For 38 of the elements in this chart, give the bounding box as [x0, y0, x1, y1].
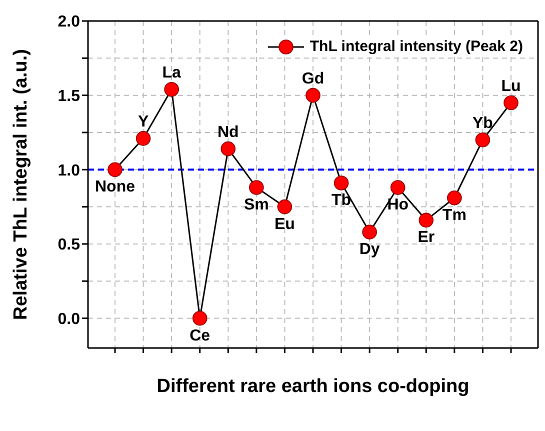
point [504, 95, 518, 110]
annotation: Eu [274, 216, 295, 233]
y-tick-label: 0.0 [58, 310, 80, 328]
annotation: Er [418, 229, 435, 246]
annotation: Lu [501, 78, 521, 95]
y-tick-label: 1.0 [58, 162, 80, 180]
annotation: Tb [332, 192, 352, 210]
point [108, 162, 122, 178]
y-tick-label: 2.0 [58, 14, 80, 31]
annotation: Y [138, 113, 149, 130]
annotation: Dy [359, 241, 380, 258]
x-axis-title: Different rare earth ions co-doping [156, 376, 470, 397]
y-tick-label: 0.5 [58, 236, 80, 254]
y-axis-title: Relative ThL integral int. (a.u.) [10, 49, 32, 320]
legend-label: ThL integral intensity (Peak 2) [310, 38, 523, 55]
point [334, 176, 349, 190]
point [390, 180, 406, 195]
annotation: Tm [442, 206, 466, 224]
point [475, 132, 490, 148]
annotation: None [95, 178, 136, 196]
point [447, 190, 462, 206]
annotation: Ce [190, 327, 210, 344]
point [249, 180, 264, 195]
annotation: Ho [387, 196, 409, 214]
annotation: Sm [244, 196, 269, 214]
point [362, 224, 377, 240]
annotation: Yb [472, 114, 494, 132]
annotation: Nd [217, 124, 239, 141]
point [192, 310, 208, 326]
point [136, 131, 151, 146]
y-tick-label: 1.5 [58, 88, 80, 105]
annotation: La [162, 64, 182, 82]
point [164, 82, 179, 97]
point [277, 199, 292, 214]
point [220, 141, 236, 156]
annotation: Gd [302, 70, 324, 88]
point [306, 88, 320, 103]
point [418, 212, 434, 228]
